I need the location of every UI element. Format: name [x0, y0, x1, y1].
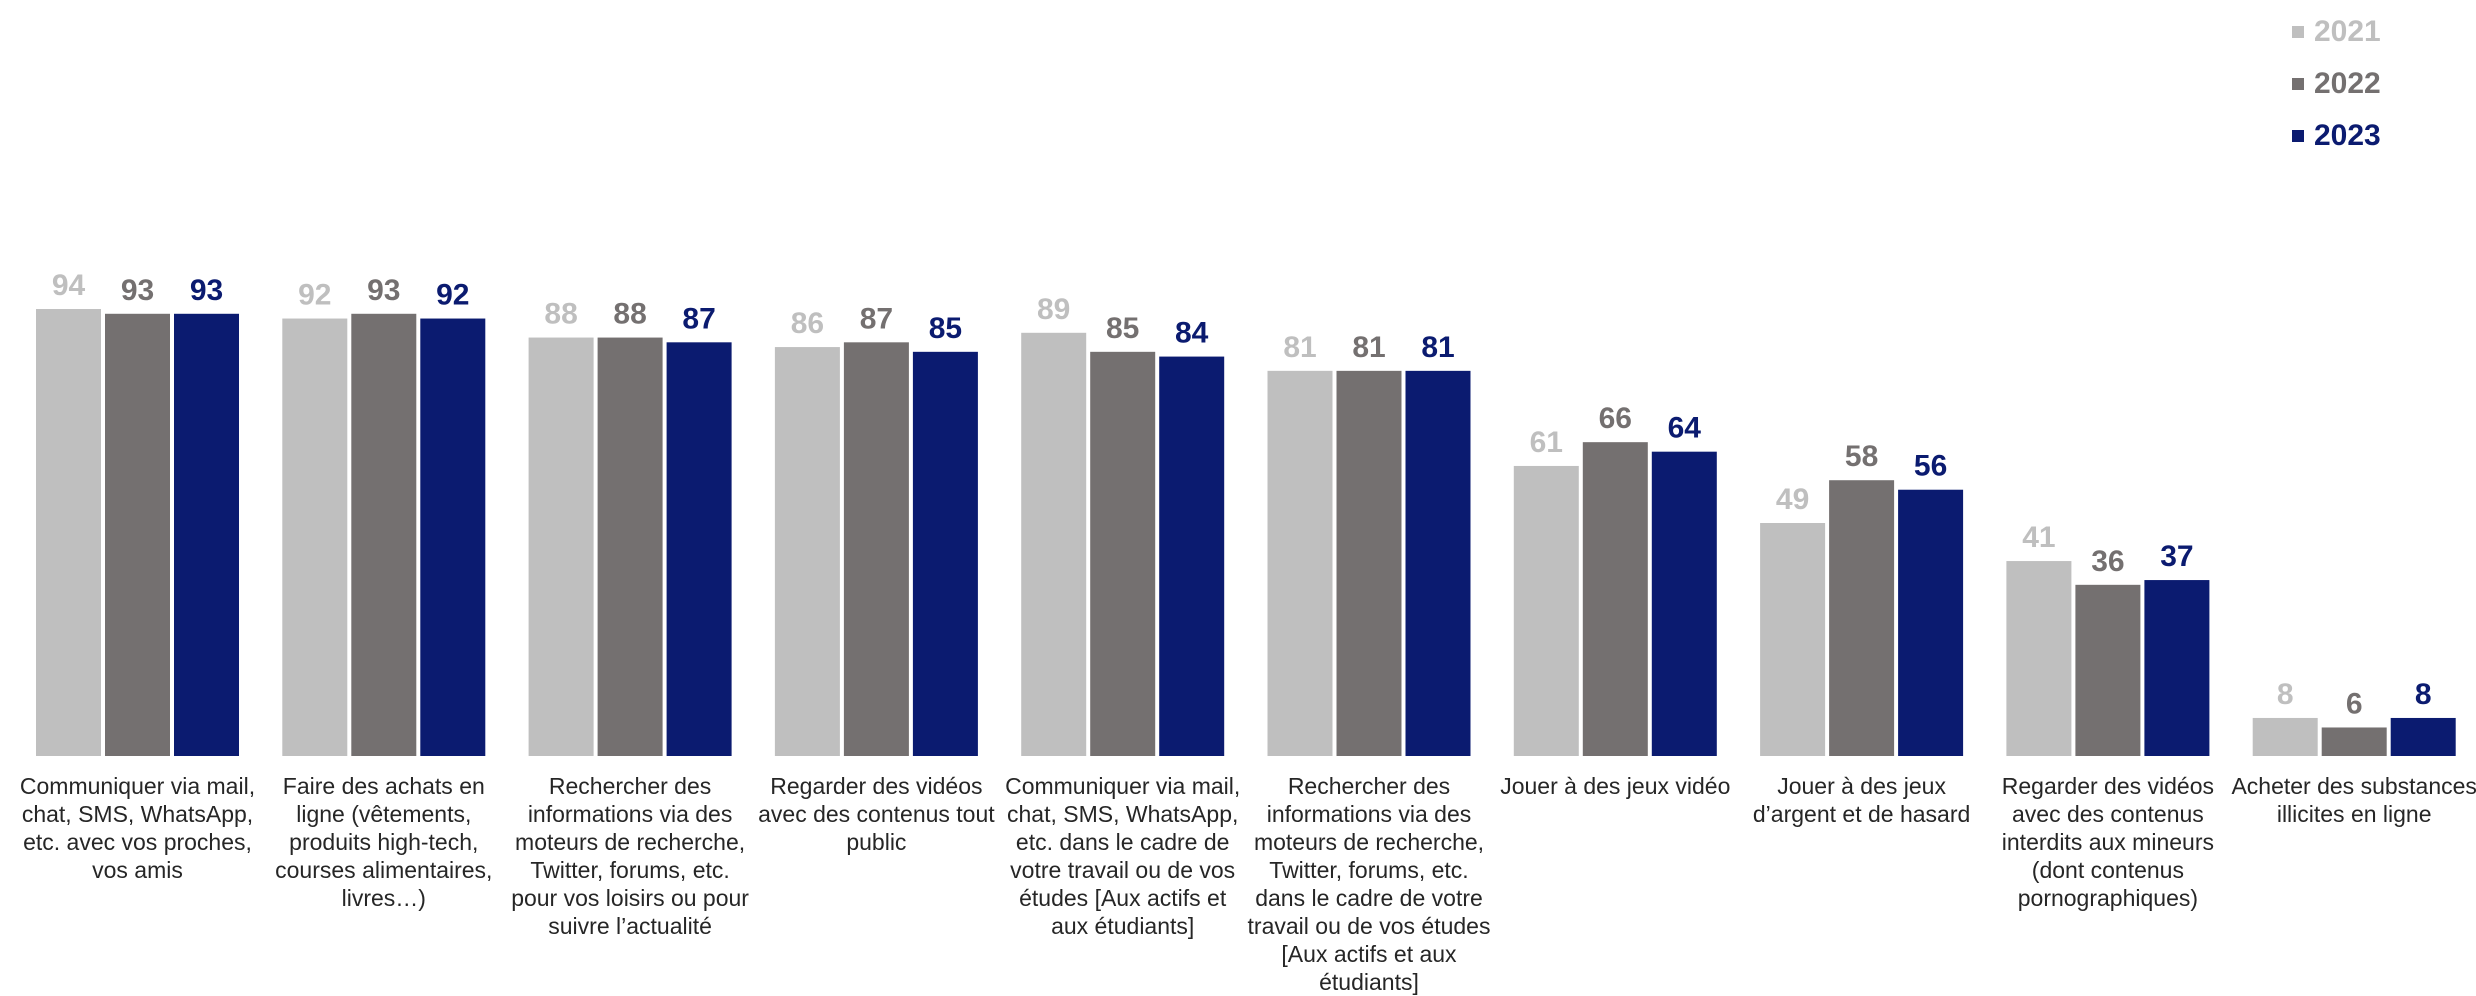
legend-item-2022: 2022	[2292, 58, 2381, 110]
bar-2023-7	[1651, 451, 1717, 756]
data-label-2021-1: 94	[52, 269, 86, 302]
bar-2021-10	[2252, 717, 2318, 756]
data-label-2021-7: 61	[1530, 426, 1563, 459]
data-label-2023-5: 84	[1175, 317, 1209, 350]
bar-2023-6	[1405, 370, 1471, 756]
bar-2022-8	[1829, 480, 1895, 756]
data-label-2021-5: 89	[1037, 293, 1070, 326]
category-label: Rechercher des informations via des mote…	[511, 773, 749, 939]
data-label-2023-8: 56	[1914, 450, 1947, 483]
data-label-2021-6: 81	[1283, 331, 1316, 364]
bar-2022-5	[1090, 351, 1156, 756]
legend-swatch	[2292, 26, 2304, 38]
bar-2022-9	[2075, 584, 2141, 756]
bar-2022-3	[597, 337, 663, 756]
data-label-2022-1: 93	[121, 274, 154, 307]
data-label-2021-4: 86	[791, 307, 824, 340]
data-label-2023-6: 81	[1421, 331, 1454, 364]
bar-2021-6	[1267, 370, 1333, 756]
bar-2023-2	[420, 318, 486, 756]
bar-2021-2	[282, 318, 348, 756]
data-label-2023-1: 93	[190, 274, 223, 307]
legend-label: 2023	[2314, 119, 2381, 152]
data-label-2021-10: 8	[2277, 678, 2294, 711]
category-label: Regarder des vidéos avec des contenus in…	[2001, 773, 2214, 911]
legend-label: 2022	[2314, 67, 2381, 100]
category-label: Communiquer via mail, chat, SMS, WhatsAp…	[19, 773, 256, 883]
chart-legend: 2021 2022 2023	[2292, 6, 2381, 162]
bar-2023-1	[174, 313, 239, 756]
bar-2021-9	[2006, 561, 2072, 756]
data-label-2022-10: 6	[2346, 687, 2363, 720]
bar-2021-3	[528, 337, 594, 756]
bar-2022-10	[2321, 727, 2387, 756]
data-label-2023-9: 37	[2160, 540, 2193, 573]
data-label-2022-5: 85	[1106, 312, 1139, 345]
data-label-2021-2: 92	[298, 279, 331, 312]
bar-2023-3	[666, 342, 732, 756]
category-label: Rechercher des informations via des mote…	[1247, 773, 1491, 995]
data-label-2022-6: 81	[1352, 331, 1385, 364]
data-label-2022-4: 87	[860, 302, 893, 335]
data-label-2022-7: 66	[1599, 402, 1632, 435]
category-label: Communiquer via mail, chat, SMS, WhatsAp…	[1005, 773, 1241, 939]
data-label-2023-2: 92	[436, 279, 469, 312]
data-label-2023-10: 8	[2415, 678, 2432, 711]
bar-2021-1	[36, 309, 101, 756]
legend-swatch	[2292, 130, 2304, 142]
data-label-2021-8: 49	[1776, 483, 1809, 516]
legend-label: 2021	[2314, 15, 2381, 48]
bar-2023-4	[912, 351, 978, 756]
data-label-2022-3: 88	[613, 298, 646, 331]
data-label-2022-8: 58	[1845, 440, 1878, 473]
bar-2021-7	[1513, 465, 1579, 756]
data-label-2021-9: 41	[2022, 521, 2055, 554]
bar-2023-10	[2390, 717, 2456, 756]
data-label-2023-3: 87	[682, 302, 715, 335]
category-label: Jouer à des jeux vidéo	[1500, 773, 1731, 799]
category-label: Faire des achats en ligne (vêtements, pr…	[275, 773, 493, 911]
bar-2021-4	[774, 347, 840, 756]
bar-2022-4	[843, 342, 909, 756]
bar-2023-9	[2144, 580, 2210, 756]
data-label-2022-2: 93	[367, 274, 400, 307]
bar-2022-7	[1582, 442, 1648, 756]
legend-swatch	[2292, 78, 2304, 90]
bar-2023-8	[1898, 489, 1964, 756]
category-label: Acheter des substances illicites en lign…	[2231, 773, 2476, 827]
bar-2021-8	[1760, 523, 1826, 756]
data-label-2023-7: 64	[1668, 412, 1702, 445]
data-label-2021-3: 88	[544, 298, 577, 331]
bar-2022-1	[105, 313, 170, 756]
data-label-2022-9: 36	[2091, 545, 2124, 578]
bar-2022-6	[1336, 370, 1402, 756]
data-label-2023-4: 85	[929, 312, 962, 345]
category-label: Jouer à des jeux d’argent et de hasard	[1752, 773, 1971, 827]
bar-2022-2	[351, 313, 417, 756]
legend-item-2023: 2023	[2292, 110, 2381, 162]
bar-2021-5	[1021, 332, 1087, 756]
bar-2023-5	[1159, 356, 1225, 756]
category-label: Regarder des vidéos avec des contenus to…	[758, 773, 995, 855]
legend-item-2021: 2021	[2292, 6, 2381, 58]
